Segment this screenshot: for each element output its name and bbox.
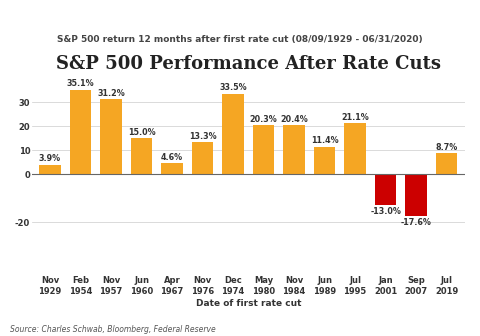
- Bar: [253, 125, 274, 174]
- Text: 31.2%: 31.2%: [97, 89, 125, 98]
- Text: 35.1%: 35.1%: [67, 79, 94, 88]
- Text: 13.3%: 13.3%: [189, 132, 216, 141]
- Text: 11.4%: 11.4%: [311, 136, 338, 145]
- Bar: [131, 138, 152, 174]
- Bar: [161, 163, 183, 174]
- Text: 15.0%: 15.0%: [128, 128, 156, 137]
- Text: S&P 500 return 12 months after first rate cut (08/09/1929 - 06/31/2020): S&P 500 return 12 months after first rat…: [57, 35, 423, 44]
- Title: S&P 500 Performance After Rate Cuts: S&P 500 Performance After Rate Cuts: [56, 55, 441, 73]
- Bar: [406, 174, 427, 216]
- Bar: [222, 94, 244, 174]
- Bar: [39, 165, 60, 174]
- Text: 3.9%: 3.9%: [39, 154, 61, 163]
- Bar: [100, 99, 121, 174]
- X-axis label: Date of first rate cut: Date of first rate cut: [195, 299, 301, 307]
- Bar: [375, 174, 396, 205]
- Text: -17.6%: -17.6%: [401, 218, 432, 227]
- Text: Source: Charles Schwab, Bloomberg, Federal Reserve: Source: Charles Schwab, Bloomberg, Feder…: [10, 325, 216, 334]
- Bar: [436, 153, 457, 174]
- Bar: [70, 90, 91, 174]
- Text: 20.3%: 20.3%: [250, 115, 277, 124]
- Text: -13.0%: -13.0%: [370, 207, 401, 216]
- Bar: [314, 147, 336, 174]
- Text: 8.7%: 8.7%: [435, 143, 458, 152]
- Bar: [283, 125, 305, 174]
- Text: 21.1%: 21.1%: [341, 113, 369, 122]
- Text: 20.4%: 20.4%: [280, 115, 308, 124]
- Text: 33.5%: 33.5%: [219, 83, 247, 92]
- Bar: [192, 142, 213, 174]
- Text: 4.6%: 4.6%: [161, 153, 183, 162]
- Bar: [345, 124, 366, 174]
